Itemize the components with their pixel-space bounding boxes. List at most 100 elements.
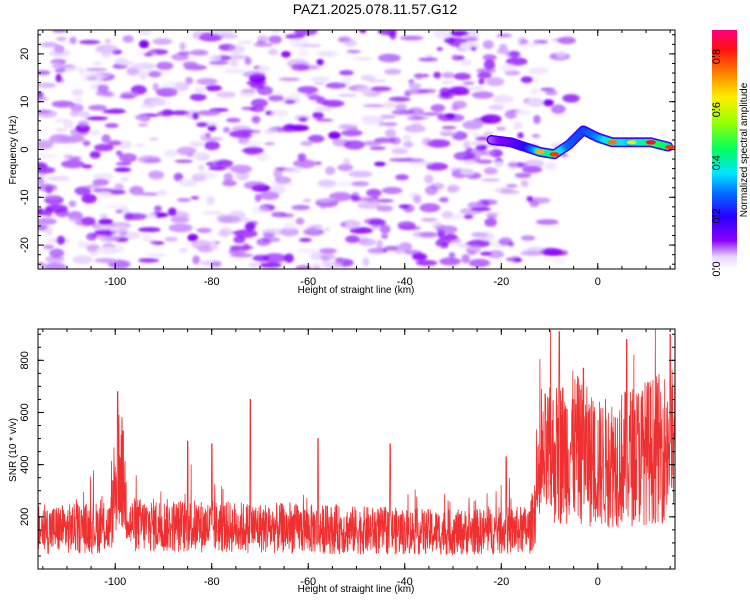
- spectrogram-noise-blob: [507, 242, 515, 247]
- spectrogram-noise-blob: [462, 81, 475, 85]
- spectrogram-noise-blob: [244, 57, 252, 66]
- signal-peak: [549, 152, 560, 157]
- spectrogram-noise-blob: [414, 73, 423, 80]
- spectrogram-noise-blob: [419, 203, 441, 213]
- spectrogram-noise-blob: [484, 211, 503, 216]
- spectrogram-noise-blob: [148, 170, 165, 180]
- spectrogram-noise-blob: [173, 172, 184, 182]
- spectrogram-noise-blob: [81, 216, 96, 226]
- spectrogram-noise-blob: [194, 86, 206, 94]
- spectrogram-noise-blob: [54, 118, 68, 123]
- spectrogram-noise-blob: [249, 106, 265, 113]
- spectrogram-noise-blob: [313, 81, 325, 86]
- spectrogram-noise-blob: [155, 87, 178, 97]
- spectrogram-noise-blob: [551, 104, 566, 114]
- spectrogram-noise-blob: [477, 72, 492, 79]
- spectrogram-noise-blob: [395, 103, 407, 112]
- spectrogram-noise-blob: [508, 50, 520, 58]
- spectrogram-noise-blobs: [38, 30, 580, 269]
- spectrogram-noise-blob: [179, 42, 186, 51]
- spectrogram-noise-blob: [174, 159, 193, 163]
- spectrogram-noise-blob: [351, 181, 370, 187]
- spectrogram-noise-blob: [381, 233, 389, 239]
- spectrogram-noise-blob: [444, 113, 456, 119]
- spectrogram-noise-blob: [552, 258, 567, 264]
- spectrogram-noise-blob: [461, 254, 470, 264]
- spectrogram-noise-blob: [418, 57, 438, 62]
- spectrogram-noise-blob: [514, 172, 532, 178]
- y-tick-label: 10: [19, 96, 31, 108]
- spectrogram-noise-blob: [335, 257, 346, 262]
- spectrogram-noise-blob: [320, 51, 334, 57]
- spectrogram-noise-blob: [263, 128, 277, 135]
- spectrogram-noise-blob: [86, 76, 97, 81]
- spectrogram-noise-blob: [484, 64, 496, 69]
- spectrogram-noise-blob: [435, 240, 443, 247]
- spectrogram-noise-blob: [38, 261, 45, 268]
- spectrogram-noise-blob: [256, 85, 273, 96]
- spectrogram-noise-blob: [242, 70, 266, 78]
- spectrogram-noise-blob: [217, 229, 230, 237]
- spectrogram-noise-blob: [533, 114, 541, 124]
- y-tick-label: 400: [19, 455, 31, 473]
- spectrogram-noise-blob: [95, 44, 119, 54]
- spectrogram-noise-blob: [325, 261, 342, 269]
- spectrogram-noise-blob: [81, 193, 97, 204]
- spectrogram-noise-blob: [451, 131, 468, 141]
- spectrogram-noise-blob: [191, 240, 211, 250]
- spectrogram-noise-blob: [482, 40, 494, 50]
- spectrogram-noise-blob: [309, 224, 323, 229]
- spectrogram-noise-blob: [341, 76, 353, 83]
- spectrogram-noise-blob: [55, 209, 70, 218]
- spectrogram-noise-blob: [137, 123, 149, 127]
- spectrogram-noise-blob: [412, 253, 428, 261]
- spectrogram-noise-blob: [228, 44, 245, 55]
- spectrogram-noise-blob: [451, 54, 458, 61]
- spectrogram-noise-blob: [298, 117, 308, 122]
- spectrogram-noise-blob: [72, 255, 93, 264]
- spectrogram-y-axis-title: Frequency (Hz): [8, 116, 19, 185]
- spectrogram-noise-blob: [496, 126, 506, 131]
- spectrogram-noise-blob: [74, 186, 92, 196]
- spectrogram-noise-blob: [303, 227, 325, 236]
- spectrogram-noise-blob: [178, 248, 189, 253]
- spectrogram-noise-blob: [391, 147, 408, 155]
- spectrogram-noise-blob: [284, 99, 296, 104]
- snr-y-ticks: 200 400 600 800: [19, 333, 675, 557]
- spectrogram-noise-blob: [319, 248, 337, 254]
- spectrogram-noise-blob: [56, 36, 67, 42]
- spectrogram-noise-blob: [88, 104, 107, 111]
- spectrogram-noise-blob: [146, 253, 167, 258]
- spectrogram-noise-blob: [488, 104, 505, 111]
- spectrogram-noise-blob: [481, 178, 501, 182]
- spectrogram-noise-blob: [439, 257, 461, 266]
- spectrogram-noise-blob: [38, 109, 52, 114]
- spectrogram-noise-blob: [344, 39, 358, 47]
- spectrogram-noise-blob: [92, 61, 103, 66]
- spectrogram-noise-blob: [63, 154, 74, 160]
- spectrogram-noise-blob: [482, 54, 497, 61]
- spectrogram-noise-blob: [384, 128, 397, 138]
- spectrogram-noise-blob: [38, 154, 57, 158]
- spectrogram-noise-blob: [138, 227, 161, 233]
- spectrogram-noise-blob: [514, 257, 522, 263]
- spectrogram-noise-blob: [44, 139, 67, 144]
- spectrogram-noise-blob: [77, 120, 89, 127]
- spectrogram-noise-blob: [528, 67, 549, 75]
- spectrogram-noise-blob: [38, 70, 51, 76]
- spectrogram-noise-blob: [295, 265, 311, 269]
- spectrogram-noise-blob: [208, 61, 229, 65]
- spectrogram-noise-blob: [304, 93, 320, 97]
- spectrogram-noise-blob: [210, 261, 222, 267]
- spectrogram-noise-blob: [311, 76, 330, 83]
- spectrogram-noise-blob: [500, 63, 516, 73]
- spectrogram-noise-blob: [240, 140, 264, 147]
- spectrogram-noise-blob: [67, 211, 83, 221]
- spectrogram-noise-blob: [126, 66, 140, 76]
- spectrogram-noise-blob: [345, 235, 360, 243]
- spectrogram-noise-blob: [162, 80, 178, 90]
- colorbar: 0.0 0.2 0.4 0.6 0.8 Normalized spectral ampl…: [711, 30, 750, 277]
- spectrogram-noise-blob: [196, 78, 218, 85]
- spectrogram-noise-blob: [325, 82, 347, 89]
